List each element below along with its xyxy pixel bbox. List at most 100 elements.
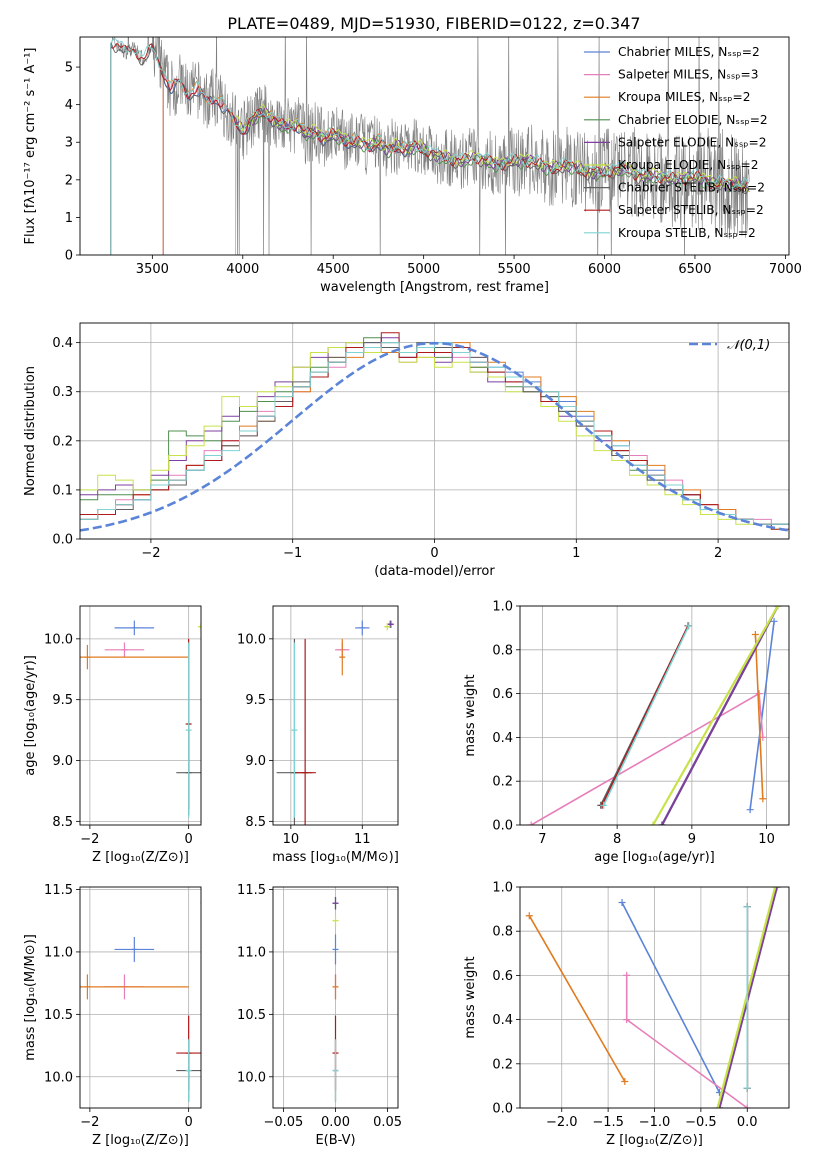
massweight_vs_age-marker-chabrier_miles: [770, 617, 778, 625]
spectrum-xtick-label: 7000: [769, 262, 802, 277]
massweight_vs_Z-xtick-label: −1.0: [639, 1115, 671, 1130]
spectrum-data-line: [110, 37, 750, 255]
massweight_vs_age-ylabel: mass weight: [463, 674, 478, 756]
massweight_vs_age-ytick-label: 0.2: [492, 775, 513, 790]
massweight_vs_age-line-kroupa_elodie: [652, 606, 779, 825]
mass_vs_ebv-ytick-label: 10.0: [237, 1070, 266, 1085]
legend-label-salpeter_stelib: Salpeter STELIB, Nₛₛₚ=2: [618, 203, 764, 217]
mass_vs_Z-plot-area: [80, 901, 201, 1102]
residuals-ylabel: Normed distribution: [23, 366, 38, 496]
residuals-ytick-label: 0.2: [52, 434, 73, 449]
legend-label-salpeter_elodie: Salpeter ELODIE, Nₛₛₚ=2: [618, 135, 766, 149]
massweight_vs_age-marker-salpeter_elodie: [658, 821, 666, 825]
residuals-xlabel: (data-model)/error: [374, 564, 495, 579]
residuals-ytick-label: 0.0: [52, 533, 73, 548]
mass_vs_ebv-ytick-label: 11.0: [237, 945, 266, 960]
massweight_vs_age-xtick-label: 10: [758, 832, 775, 847]
legend-label-salpeter_miles: Salpeter MILES, Nₛₛₚ=3: [618, 68, 758, 82]
residuals-plot-area: [80, 332, 789, 532]
massweight_vs_age-ytick-label: 0.0: [492, 819, 513, 834]
mass_vs_ebv-xtick-label: 0.05: [373, 1115, 402, 1130]
massweight_vs_age-ytick-label: 0.6: [492, 687, 513, 702]
massweight_vs_age-marker-kroupa_elodie: [774, 606, 782, 610]
legend-label-kroupa_miles: Kroupa MILES, Nₛₛₚ=2: [618, 90, 750, 104]
age_vs_mass-ytick-label: 8.5: [245, 815, 266, 830]
massweight_vs_Z-xlabel: Z [log₁₀(Z/Z⊙)]: [606, 1133, 703, 1148]
massweight_vs_Z-marker-salpeter_miles: [623, 1016, 631, 1024]
age-vs-metallicity-chart: −2 0 8.5 9.0 9.5 10.0 Z [log₁₀(Z/Z⊙)] age [log₁…: [23, 605, 202, 865]
residual-hist-kroupa_stelib: [80, 342, 789, 525]
legend-label-kroupa_stelib: Kroupa STELIB, Nₛₛₚ=2: [618, 226, 756, 240]
age_vs_mass-ytick-label: 10.0: [237, 632, 266, 647]
massweight_vs_Z-xtick-label: −2.0: [546, 1115, 578, 1130]
residuals-ytick-label: 0.1: [52, 483, 73, 498]
age_vs_mass-xtick-label: 10: [283, 832, 300, 847]
massweight_vs_Z-marker-salpeter_miles: [743, 1104, 751, 1108]
spectrum-model-chabrier_stelib: [110, 42, 750, 255]
age_vs_Z-xtick-label: 0: [185, 832, 193, 847]
massweight_vs_Z-frame: [519, 886, 790, 1109]
massweight_vs_Z-marker-kroupa_stelib: [743, 1084, 751, 1092]
massweight_vs_Z-line-kroupa_elodie: [716, 887, 777, 1108]
mass_vs_Z-ytick-label: 10.5: [44, 1008, 73, 1023]
spectrum-ylabel: Flux [fλ10⁻¹⁷ erg cm⁻² s⁻¹ A⁻¹]: [23, 48, 38, 245]
spectrum-xtick-label: 3500: [136, 262, 169, 277]
spectrum-xtick-label: 4000: [226, 262, 259, 277]
residuals-xtick-label: −1: [283, 546, 302, 561]
massweight_vs_age-marker-kroupa_miles: [751, 630, 759, 638]
massweight_vs_age-ytick-label: 1.0: [492, 600, 513, 615]
spectrum-model-salpeter_miles: [162, 76, 410, 255]
massweight_vs_Z-marker-kroupa_stelib: [743, 903, 751, 911]
age_vs_Z-xlabel: Z [log₁₀(Z/Z⊙)]: [92, 850, 189, 865]
massweight_vs_Z-ytick-label: 1.0: [492, 881, 513, 896]
massweight_vs_Z-line-kroupa_miles: [528, 915, 626, 1082]
spectrum-ytick-label: 3: [65, 136, 73, 151]
spectrum-xlabel: wavelength [Angstrom, rest frame]: [320, 280, 549, 295]
massweight_vs_age-marker-kroupa_stelib: [600, 801, 608, 809]
mass_vs_ebv-ytick-label: 11.5: [237, 883, 266, 898]
massweight_vs_Z-plot-area: [525, 887, 781, 1108]
spectrum-ytick-label: 0: [65, 249, 73, 264]
massweight_vs_age-ytick-label: 0.4: [492, 731, 513, 746]
massweight_vs_Z-ytick-label: 0.2: [492, 1057, 513, 1072]
age_vs_Z-ytick-label: 8.5: [52, 815, 73, 830]
mass_vs_Z-xtick-label: 0: [185, 1115, 193, 1130]
residuals-xtick-label: 0: [430, 546, 438, 561]
massweight_vs_age-line-chabrier_miles: [749, 621, 775, 810]
spectrum-model-chabrier_miles: [162, 78, 410, 255]
massweight_vs_Z-line-salpeter_elodie: [718, 887, 778, 1108]
spectrum-xtick-label: 5000: [407, 262, 440, 277]
legend-label-chabrier_stelib: Chabrier STELIB, Nₛₛₚ=2: [618, 181, 765, 195]
massweight_vs_Z-xtick-label: 0.0: [737, 1115, 758, 1130]
massweight_vs_age-marker-kroupa_elodie: [649, 821, 657, 825]
spectrum-ytick-label: 2: [65, 173, 73, 188]
mass_vs_ebv-frame: [272, 886, 399, 1109]
mass_vs_Z-ylabel: mass [log₁₀(M/M⊙)]: [23, 934, 38, 1061]
gaussian-curve: [80, 341, 789, 532]
massweight_vs_age-frame: [519, 605, 790, 826]
residual-histogram-chart: −2 −1 0 1 2 0.0 0.1 0.2 0.3 0.4 (data-model)/error…: [23, 322, 790, 579]
legend-label-gaussian: 𝒩(0,1): [727, 338, 770, 353]
mass_vs_ebv-ytick-label: 10.5: [237, 1008, 266, 1023]
spectrum-xtick-label: 5500: [498, 262, 531, 277]
residuals-xtick-label: −2: [141, 546, 160, 561]
massweight_vs_Z-ytick-label: 0.6: [492, 969, 513, 984]
residuals-xtick-label: 2: [714, 546, 722, 561]
age_vs_Z-ytick-label: 9.0: [52, 754, 73, 769]
massweight_vs_Z-ytick-label: 0.4: [492, 1013, 513, 1028]
spectrum-chart: 3500 4000 4500 5000 5500 6000 6500 7000 0 1 2 3 4 5 wa…: [23, 36, 802, 295]
legend-label-chabrier_miles: Chabrier MILES, Nₛₛₚ=2: [618, 45, 760, 59]
mass_vs_ebv-xtick-label: −0.05: [263, 1115, 303, 1130]
spectrum-ytick-label: 1: [65, 211, 73, 226]
mass-vs-ebv-chart: −0.05 0.00 0.05 10.0 10.5 11.0 11.5 E(B-V): [237, 883, 402, 1148]
spectrum-model-kroupa_elodie: [235, 103, 750, 255]
spectrum-model-salpeter_stelib: [110, 43, 749, 255]
spectrum-xtick-label: 6000: [588, 262, 621, 277]
spectrum-frame: [79, 36, 790, 256]
massweight_vs_age-ytick-label: 0.8: [492, 643, 513, 658]
age_vs_mass-xtick-label: 11: [354, 832, 371, 847]
residuals-xtick-label: 1: [572, 546, 580, 561]
age_vs_Z-ytick-label: 10.0: [44, 632, 73, 647]
mass_vs_Z-xlabel: Z [log₁₀(Z/Z⊙)]: [92, 1133, 189, 1148]
mass-vs-metallicity-chart: −2 0 10.0 10.5 11.0 11.5 Z [log₁₀(Z/Z⊙)] mass […: [23, 883, 202, 1148]
